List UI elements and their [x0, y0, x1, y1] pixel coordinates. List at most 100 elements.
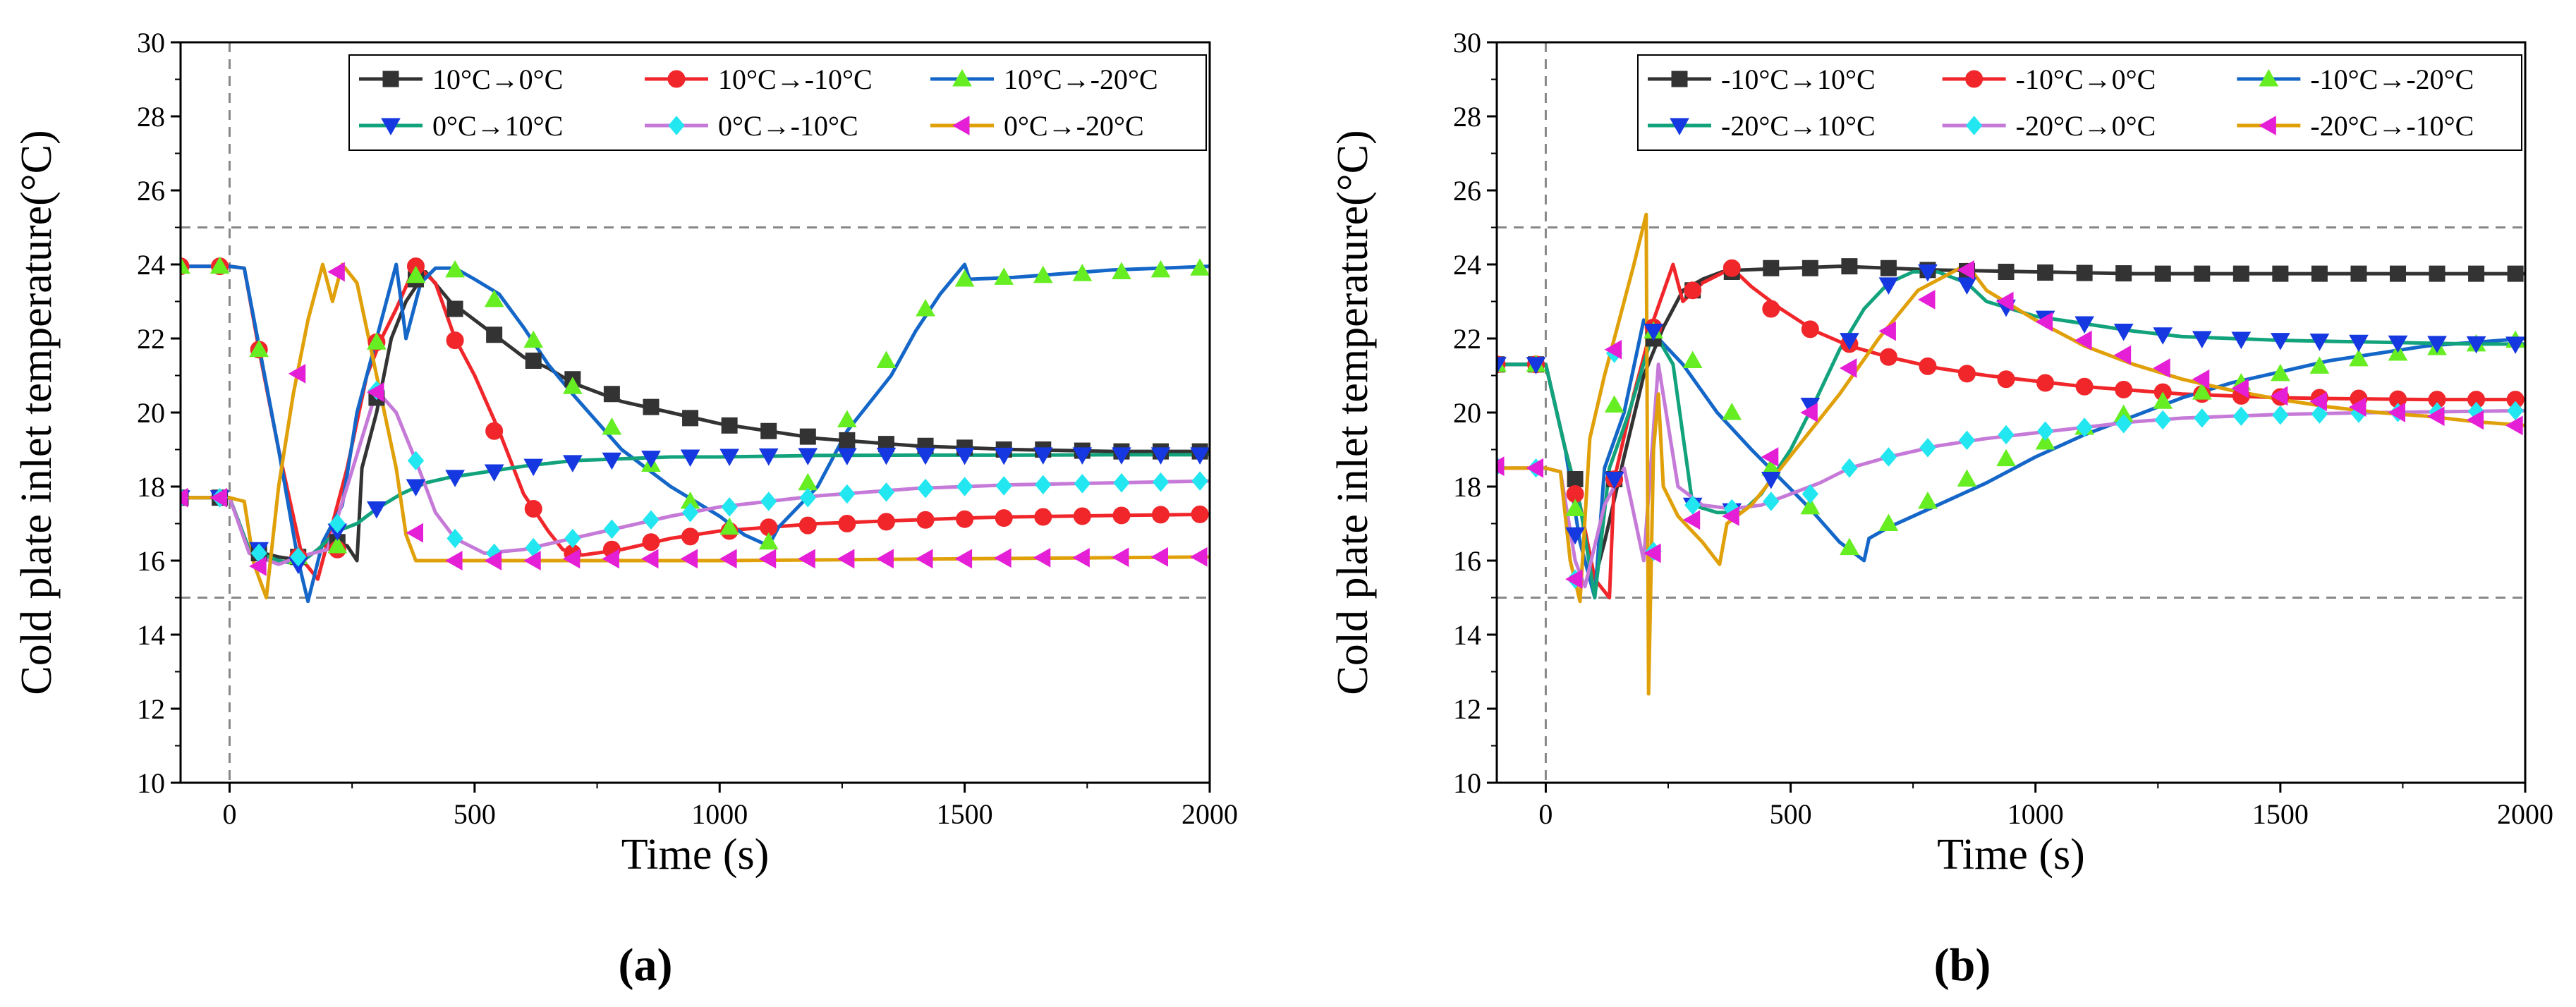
data-point-3-8 — [484, 464, 504, 482]
data-point-1-8 — [1801, 320, 1819, 338]
data-point-3-23 — [2388, 335, 2408, 353]
data-point-2-9 — [523, 330, 544, 348]
legend-marker-2 — [952, 68, 972, 87]
data-point-2-6 — [406, 265, 426, 283]
data-point-4-4 — [329, 513, 346, 534]
data-point-5-13 — [1996, 291, 2014, 312]
legend-entry-1: 10°C→-10°C — [718, 63, 873, 95]
data-point-5-22 — [2348, 397, 2367, 417]
y-tick-label-0: 10 — [1453, 767, 1481, 799]
data-point-3-5 — [367, 501, 387, 519]
data-point-5-12 — [1957, 260, 1975, 280]
data-point-2-14 — [719, 517, 739, 535]
data-point-5-7 — [445, 551, 463, 570]
x-tick-label-0: 0 — [222, 798, 236, 830]
legend-box — [1637, 54, 2522, 151]
data-point-3-19 — [916, 447, 935, 465]
data-point-3-11 — [1918, 264, 1938, 282]
legend-entry-4: -20°C→0°C — [2016, 110, 2156, 142]
data-point-3-9 — [1840, 333, 1859, 350]
data-point-5-26 — [2505, 415, 2523, 436]
data-point-3-16 — [798, 448, 818, 465]
data-point-3-19 — [2231, 331, 2252, 350]
series-markers-5 — [181, 262, 1208, 576]
data-point-4-9 — [1841, 458, 1858, 478]
data-point-1-26 — [1191, 505, 1209, 523]
data-point-5-15 — [758, 549, 777, 569]
data-point-2-19 — [916, 298, 935, 317]
data-point-0-11 — [603, 386, 620, 403]
data-point-3-16 — [2113, 324, 2134, 341]
y-tick-label-0: 10 — [137, 767, 165, 799]
legend-marker-0 — [1671, 71, 1688, 87]
data-point-1-7 — [1762, 300, 1780, 318]
legend-entry-2: -10°C→-20°C — [2310, 63, 2474, 95]
x-axis-label: Time (s) — [1937, 831, 2085, 879]
data-point-5-7 — [1761, 447, 1779, 467]
data-point-5-5 — [1682, 510, 1701, 530]
data-point-4-21 — [2311, 404, 2328, 424]
plot-area — [181, 256, 1210, 604]
data-point-5-0 — [1497, 456, 1505, 476]
data-point-2-4 — [327, 535, 348, 554]
legend-marker-4 — [668, 116, 685, 135]
data-point-5-11 — [1917, 290, 1936, 310]
data-point-5-24 — [1111, 547, 1129, 568]
data-point-0-2 — [1567, 471, 1584, 487]
data-point-4-19 — [917, 478, 934, 499]
data-point-3-4 — [1644, 324, 1664, 341]
data-point-3-20 — [2271, 333, 2290, 350]
y-tick-label-6: 22 — [137, 323, 165, 355]
x-tick-label-2: 1000 — [691, 798, 748, 830]
data-point-3-22 — [2349, 334, 2369, 353]
data-point-3-10 — [562, 455, 583, 472]
data-point-3-17 — [837, 448, 857, 465]
data-point-5-23 — [1072, 547, 1090, 568]
data-point-5-22 — [1033, 547, 1051, 568]
data-point-4-21 — [995, 476, 1012, 496]
data-point-1-12 — [642, 533, 660, 551]
data-point-3-22 — [1033, 447, 1053, 465]
data-point-3-12 — [641, 451, 661, 468]
data-point-2-12 — [1957, 469, 1977, 487]
chart-panel-b: 10 12 14 16 18 20 22 24 26 28 30 0 500 1000 1500 2000 Ti… — [1329, 27, 2553, 991]
data-point-5-17 — [2153, 358, 2170, 378]
legend-marker-0 — [382, 71, 399, 87]
data-point-1-25 — [1152, 506, 1170, 524]
y-axis-label: Cold plate inlet temperature(°C) — [1329, 130, 1377, 695]
data-point-4-16 — [2115, 413, 2132, 434]
data-point-1-20 — [956, 510, 974, 528]
data-point-1-13 — [681, 527, 700, 546]
y-tick-label-4: 18 — [1453, 471, 1481, 503]
y-tick-label-9: 28 — [137, 101, 165, 133]
data-point-3-18 — [876, 447, 897, 465]
series-markers-2 — [181, 256, 1210, 565]
data-point-3-3 — [1604, 472, 1624, 489]
data-point-3-0 — [1497, 357, 1507, 374]
data-point-0-12 — [643, 398, 660, 415]
data-point-5-21 — [994, 548, 1011, 568]
data-point-4-25 — [1152, 472, 1169, 492]
data-point-5-10 — [1878, 321, 1896, 341]
data-point-0-17 — [839, 432, 856, 448]
y-tick-label-1: 12 — [137, 693, 165, 725]
data-point-3-25 — [2466, 336, 2486, 354]
x-tick-label-4: 2000 — [1181, 798, 1238, 830]
data-point-0-22 — [2350, 265, 2367, 282]
data-point-3-18 — [2192, 331, 2212, 349]
data-point-5-18 — [876, 549, 894, 569]
data-point-0-13 — [682, 410, 699, 427]
data-point-2-13 — [1996, 448, 2016, 467]
legend-marker-4 — [1966, 116, 1983, 135]
data-point-2-1 — [209, 256, 230, 274]
data-point-2-5 — [1682, 350, 1703, 368]
data-point-3-11 — [602, 452, 622, 470]
data-point-5-1 — [1526, 458, 1544, 478]
data-point-4-20 — [2272, 405, 2289, 425]
y-tick-label-3: 16 — [137, 545, 165, 577]
data-point-0-18 — [2194, 265, 2211, 282]
data-point-5-2 — [249, 556, 267, 576]
data-point-0-19 — [2232, 265, 2249, 282]
data-point-5-0 — [181, 487, 188, 508]
data-point-0-14 — [721, 417, 738, 434]
